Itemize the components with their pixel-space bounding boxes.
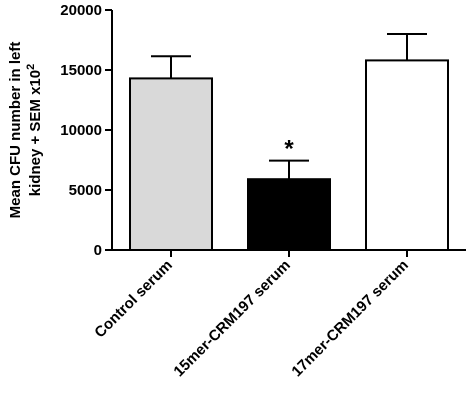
category-label: Control serum bbox=[91, 257, 176, 342]
y-tick-label: 20000 bbox=[60, 2, 102, 19]
y-axis-title: Mean CFU number in left kidney + SEM x102 bbox=[7, 42, 44, 219]
significance-asterisk: * bbox=[284, 136, 294, 163]
y-axis-title-superscript: 2 bbox=[25, 64, 37, 70]
y-axis-title-group: Mean CFU number in left kidney + SEM x102 bbox=[7, 42, 44, 219]
y-axis-title-line-1: Mean CFU number in left bbox=[7, 42, 24, 219]
category-label: 15mer-CRM197 serum bbox=[170, 257, 293, 380]
bar bbox=[129, 77, 213, 252]
y-tick-label: 15000 bbox=[60, 62, 102, 79]
bar bbox=[365, 59, 449, 252]
category-label: 17mer-CRM197 serum bbox=[288, 257, 411, 380]
y-tick-label: 5000 bbox=[69, 182, 102, 199]
bar bbox=[247, 178, 331, 251]
y-axis-title-line-2: kidney + SEM x102 bbox=[25, 64, 44, 196]
annotations: * bbox=[284, 136, 294, 163]
y-tick-label: 0 bbox=[94, 242, 102, 259]
error-bars bbox=[151, 33, 427, 180]
y-axis-ticks: 0 5000 10000 15000 20000 bbox=[60, 2, 112, 259]
y-tick-label: 10000 bbox=[60, 122, 102, 139]
